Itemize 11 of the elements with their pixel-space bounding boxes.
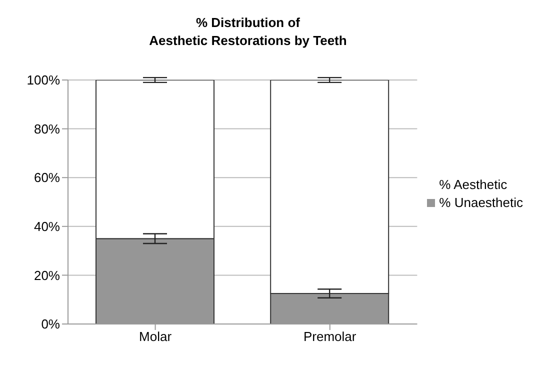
- y-tick-label: 20%: [34, 268, 60, 283]
- y-tick-label: 60%: [34, 170, 60, 186]
- y-tick-label: 80%: [34, 121, 60, 136]
- y-tick-label: 100%: [26, 72, 60, 88]
- y-tick-label: 0%: [41, 316, 60, 332]
- x-tick-label: Premolar: [304, 329, 357, 344]
- text: % Aesthetic: [439, 177, 508, 192]
- y-tick-label: 40%: [34, 219, 60, 234]
- x-tick-label: Molar: [139, 329, 172, 344]
- legend-label: % Unaesthetic: [439, 195, 523, 210]
- chart-title: % Distribution of Aesthetic Restorations by Teeth: [148, 14, 348, 50]
